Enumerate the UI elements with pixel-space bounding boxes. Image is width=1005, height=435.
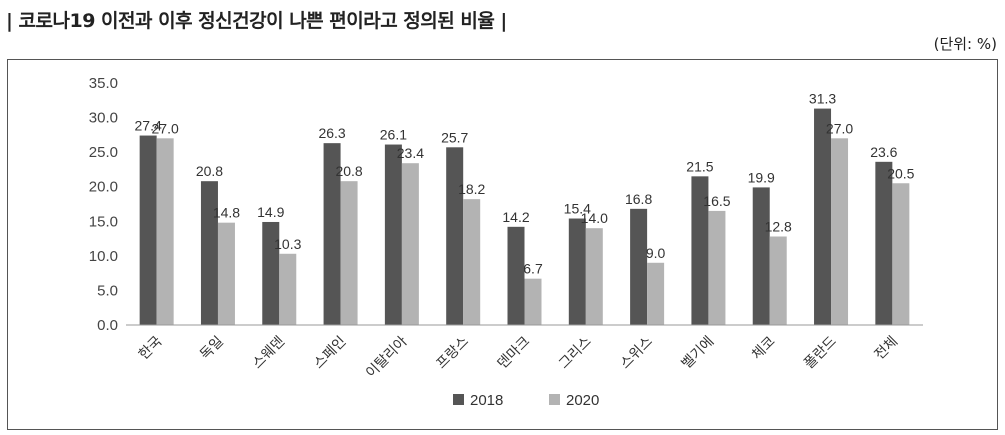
data-label-2020: 20.5 [887,165,914,181]
bar-2018 [384,144,402,325]
y-tick-label: 25.0 [89,144,118,161]
data-label-2018: 16.8 [625,191,652,207]
data-label-2018: 27.4 [135,118,162,134]
data-label-2020: 12.8 [765,218,792,234]
bar-2020 [156,138,174,325]
unit-label: (단위: %) [933,35,997,53]
x-axis: 한국 독일 스웨덴 스페인 이탈리아 프랑스 덴마크 그리스 스위스 벨기에 체코 폴란드 전체 [136,333,901,381]
bar-2020 [401,163,419,325]
bar-2018 [262,221,280,325]
data-label-2020: 27.0 [152,120,179,136]
data-label-2020: 16.5 [703,193,730,209]
y-tick-label: 10.0 [89,248,118,265]
y-tick-label: 20.0 [89,179,118,196]
bar-2020 [340,181,358,325]
bar-2018 [507,226,525,325]
page-title: | 코로나19 이전과 이후 정신건강이 나쁜 편이라고 정의된 비율 | [6,10,507,32]
bar-chart: 0.05.010.015.020.025.030.035.0 27.427.02… [89,75,923,409]
data-label-2020: 20.8 [335,163,362,179]
bar-2020 [647,262,665,325]
x-tick-label: 프랑스 [433,333,472,372]
bar-2020 [892,183,910,325]
y-axis: 0.0 5.0 10.0 15.0 20.0 25.0 30.0 35.0 [89,75,118,334]
data-label-2018: 14.9 [257,204,284,220]
x-tick-label: 벨기에 [679,334,718,373]
x-tick-label: 덴마크 [495,333,534,372]
data-label-2018: 19.9 [748,169,775,185]
bar-2020 [524,278,542,325]
bar-2020 [708,210,726,325]
x-tick-label: 스웨덴 [249,334,288,373]
bar-2020 [279,253,297,325]
x-tick-label: 스위스 [617,333,656,372]
y-tick-label: 15.0 [89,213,118,230]
data-label-2020: 14.8 [213,205,240,221]
legend-swatch-2020 [549,394,560,405]
bar-2020 [463,199,481,325]
data-label-2018: 31.3 [809,91,836,107]
data-label-2020: 14.0 [581,210,608,226]
bar-2018 [446,147,464,325]
bar-2018 [752,187,770,325]
legend-swatch-2018 [453,394,464,405]
bar-2020 [585,228,603,325]
legend-label-2018: 2018 [470,392,503,409]
bar-2018 [691,176,709,325]
data-label-2018: 20.8 [196,163,223,179]
bars: 27.427.020.814.8 14.910.326.320.826.123.4… [135,91,915,325]
x-tick-label: 그리스 [556,333,595,372]
bar-2018 [139,135,157,325]
x-tick-label: 한국 [136,333,166,363]
bar-2018 [814,108,832,325]
bar-2020 [831,138,849,325]
bar-2018 [200,181,218,325]
x-tick-label: 스페인 [311,334,350,373]
data-label-2020: 27.0 [826,120,853,136]
legend-label-2020: 2020 [566,392,599,409]
data-label-2020: 10.3 [274,236,301,252]
data-label-2018: 26.1 [380,127,407,143]
data-label-2020: 23.4 [397,145,424,161]
data-label-2018: 21.5 [686,158,713,174]
data-label-2020: 18.2 [458,181,485,197]
x-tick-label: 독일 [197,334,227,364]
x-tick-label: 체코 [749,333,779,363]
bar-2018 [568,218,586,325]
bar-2020 [217,222,235,325]
data-label-2018: 15.4 [564,201,591,217]
y-tick-label: 0.0 [97,317,118,334]
data-label-2018: 14.2 [502,209,529,225]
bar-2018 [323,143,341,325]
bar-2018 [630,208,648,325]
x-tick-label: 전체 [872,334,902,364]
x-tick-label: 폴란드 [801,333,840,372]
data-label-2020: 9.0 [646,245,666,261]
data-label-2018: 23.6 [870,144,897,160]
data-label-2018: 25.7 [441,129,468,145]
bar-2018 [875,161,893,325]
y-tick-label: 5.0 [97,282,118,299]
y-tick-label: 35.0 [89,75,118,92]
chart-frame: 0.0 5.0 10.0 15.0 20.0 25.0 30.0 35.0 27.4 27.0 2… [7,59,998,430]
legend: 2018 2020 [453,392,599,409]
y-tick-label: 30.0 [89,110,118,127]
bar-2020 [769,236,787,325]
data-label-2018: 26.3 [318,125,345,141]
x-tick-label: 이탈리아 [363,333,411,381]
data-label-2020: 6.7 [523,261,543,277]
